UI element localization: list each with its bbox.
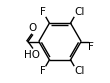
Text: HO: HO (24, 50, 40, 60)
Text: Cl: Cl (74, 66, 84, 76)
Text: F: F (40, 66, 46, 76)
Text: F: F (88, 42, 94, 51)
Text: F: F (40, 7, 46, 17)
Text: O: O (28, 23, 37, 33)
Text: Cl: Cl (74, 7, 84, 17)
